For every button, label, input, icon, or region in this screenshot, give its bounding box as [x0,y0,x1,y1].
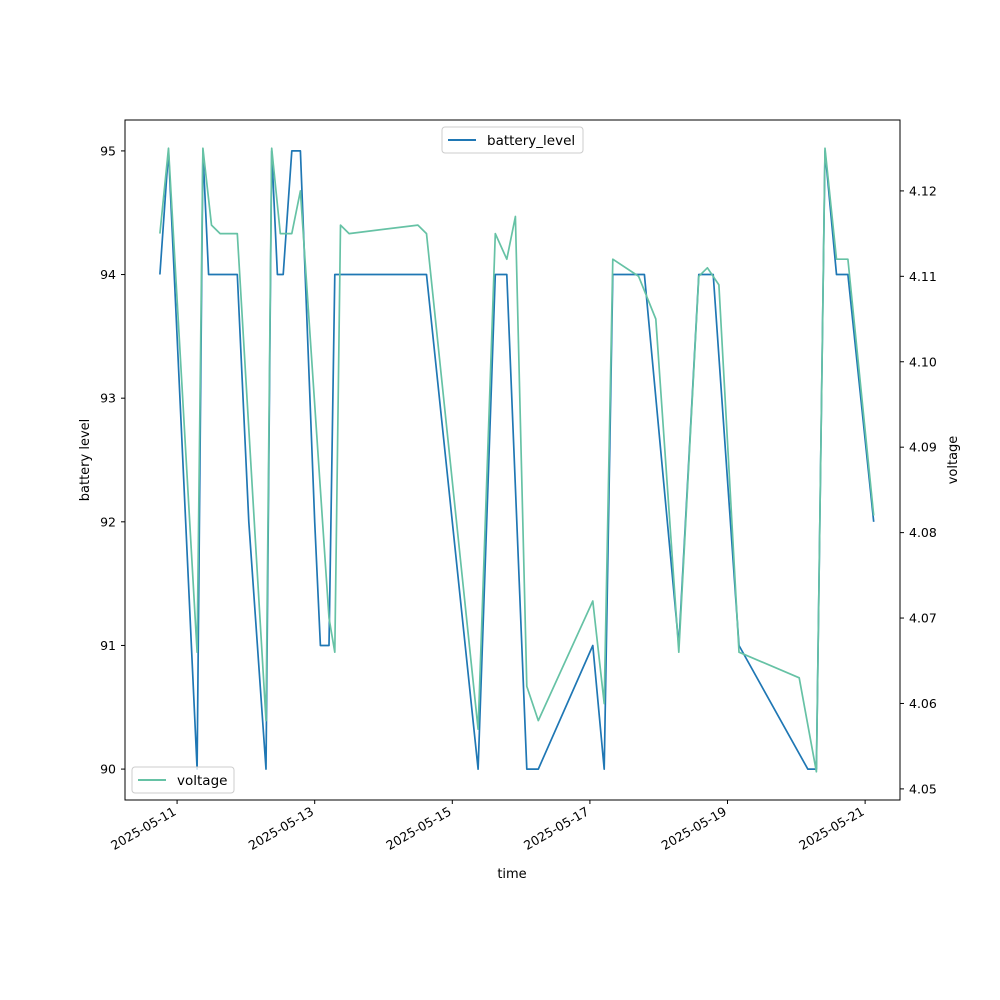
y-right-tick-label: 4.12 [909,183,937,198]
y-right-tick-label: 4.09 [909,440,937,455]
y-right-tick-label: 4.08 [909,525,937,540]
y-axis-left: 90 91 92 93 94 95 [100,143,125,777]
y-left-tick-label: 91 [100,638,116,653]
legend-label-voltage: voltage [177,773,227,789]
legend-frame [131,766,235,794]
y-right-tick-label: 4.11 [909,269,937,284]
y-axis-left-label: battery level [78,419,93,502]
legend-frame [441,126,584,154]
y-axis-right: 4.05 4.06 4.07 4.08 4.09 4.10 4.11 4.12 [900,183,937,796]
y-left-tick-label: 90 [100,762,116,777]
legend-battery-level: battery_level [441,126,584,154]
plot-frame [124,119,901,801]
y-axis-right-label: voltage [946,436,961,485]
series-layer [159,147,875,773]
y-right-tick-label: 4.05 [909,781,937,796]
y-left-tick-label: 92 [100,514,116,529]
x-axis-label: time [497,867,526,882]
y-right-tick-label: 4.06 [909,696,937,711]
legend-label-battery-level: battery_level [487,133,575,149]
y-left-tick-label: 94 [100,267,116,282]
y-right-tick-label: 4.10 [909,354,937,369]
y-right-tick-label: 4.07 [909,611,937,626]
y-left-tick-label: 95 [100,143,116,158]
series-line-voltage [159,147,875,773]
y-left-tick-label: 93 [100,391,116,406]
legend-voltage: voltage [131,766,235,794]
plot-area [125,120,900,800]
